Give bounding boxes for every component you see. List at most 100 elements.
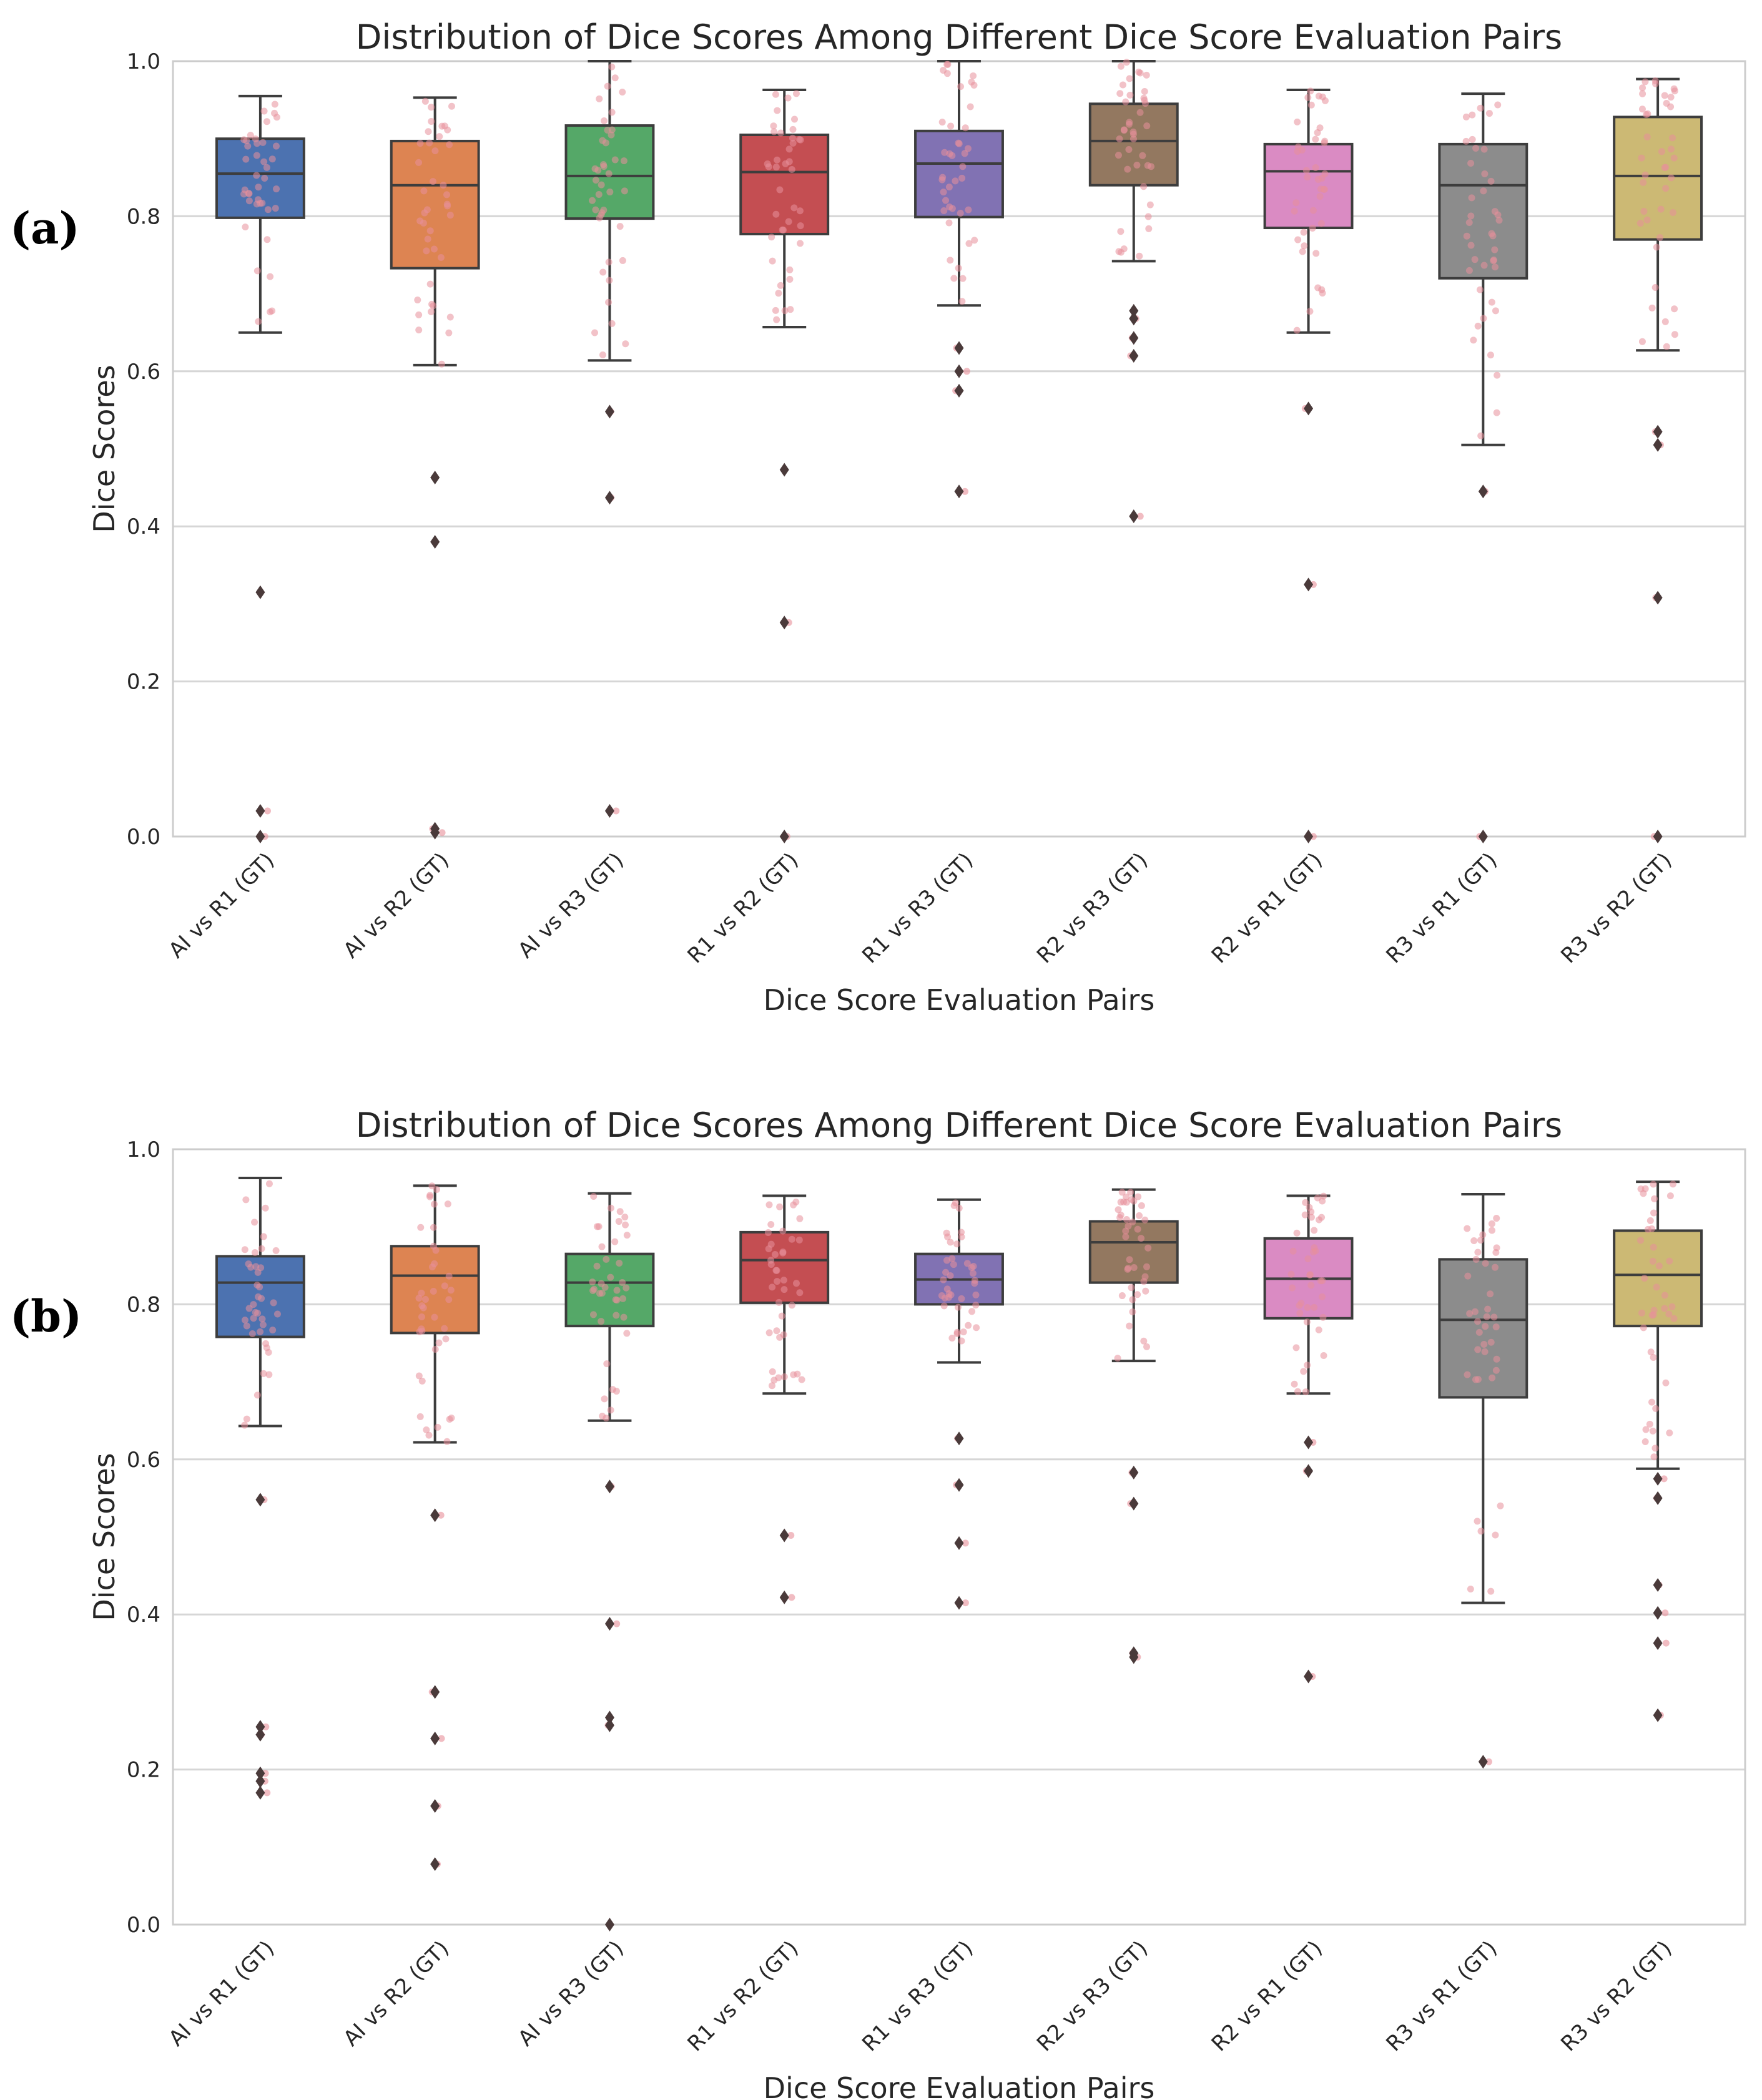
box-iqr [1263,142,1354,230]
jitter-point [958,1337,965,1345]
jitter-point [959,275,967,282]
jitter-point [784,94,792,102]
jitter-point [1296,1302,1303,1309]
jitter-point [243,1415,250,1423]
jitter-point [599,351,606,358]
jitter-points [589,1193,631,1928]
jitter-point [1141,1273,1149,1280]
jitter-point [425,1431,433,1439]
outlier-marker [430,535,440,549]
jitter-point [1126,119,1133,126]
jitter-point [1144,1244,1152,1252]
jitter-point [258,1245,265,1252]
jitter-point [1475,1328,1483,1336]
jitter-point [1291,1380,1298,1388]
outlier-marker [954,364,964,378]
jitter-point [250,1315,257,1322]
jitter-point [1117,228,1125,235]
jitter-point [1129,1308,1136,1316]
jitter-point [954,1303,962,1311]
jitter-point [1140,183,1148,190]
jitter-point [606,277,613,284]
x-tick-label: R3 vs R1 (GT) [1382,1936,1502,2056]
jitter-point [1142,1287,1149,1295]
jitter-point [1472,1255,1480,1263]
box-group-4 [739,1194,830,1604]
jitter-point [613,1620,621,1627]
jitter-point [942,197,950,204]
x-tick-label: R2 vs R1 (GT) [1207,1936,1327,2056]
jitter-points [241,1180,281,1797]
jitter-point [1666,1257,1673,1265]
jitter-points [415,1182,455,1868]
jitter-point [957,83,965,91]
jitter-point [1126,1322,1133,1330]
jitter-point [1318,1293,1326,1300]
jitter-point [776,186,784,194]
jitter-point [1492,1531,1499,1539]
jitter-point [273,114,280,121]
jitter-point [1119,81,1126,89]
outlier-marker [954,484,964,499]
jitter-point [1467,1585,1474,1592]
jitter-point [1143,122,1151,130]
jitter-point [1148,163,1155,170]
jitter-point [620,1313,628,1321]
jitter-point [1662,1639,1670,1647]
y-tick-label: 0.2 [127,670,160,695]
jitter-point [789,125,797,133]
jitter-point [1133,162,1141,169]
jitter-point [619,1295,627,1302]
jitter-point [255,184,262,191]
jitter-point [940,207,948,214]
outlier-marker [604,1718,614,1732]
jitter-point [1462,137,1470,145]
jitter-point [1319,1197,1326,1205]
jitter-point [1470,1237,1478,1244]
jitter-point [946,203,953,210]
jitter-point [1481,1348,1489,1355]
jitter-point [765,1329,773,1337]
jitter-point [242,223,249,231]
outlier-marker [1653,1606,1663,1620]
jitter-point [955,1204,963,1212]
jitter-point [787,1532,795,1539]
jitter-point [598,1290,606,1297]
y-tick-label: 0.0 [127,825,160,850]
panel-label: (b) [10,1290,82,1342]
jitter-point [592,206,599,213]
jitter-point [442,1335,450,1343]
outlier-marker [255,585,265,599]
jitter-point [774,107,781,114]
jitter-point [785,218,792,225]
jitter-point [767,1220,775,1228]
jitter-point [770,128,778,135]
jitter-point [772,91,779,98]
jitter-point [1116,90,1124,97]
outlier-marker [1304,830,1314,843]
jitter-point [615,1218,623,1225]
jitter-point [942,1268,950,1276]
jitter-point [1312,164,1319,171]
jitter-point [1114,1355,1121,1362]
jitter-point [770,122,777,130]
outlier-marker [604,491,614,505]
box-group-6 [1088,59,1179,524]
jitter-point [1662,185,1670,192]
jitter-point [620,157,628,165]
outlier-marker [430,825,440,840]
jitter-point [269,1327,277,1334]
x-tick-label: R2 vs R3 (GT) [1032,1936,1153,2056]
jitter-point [605,258,613,266]
jitter-point [779,1227,787,1235]
jitter-point [619,1278,626,1286]
jitter-point [1487,1587,1495,1595]
jitter-point [1650,1209,1658,1217]
jitter-point [1671,87,1678,95]
jitter-point [241,1421,249,1429]
jitter-point [1492,1263,1499,1271]
jitter-point [1661,1292,1668,1299]
jitter-point [1122,98,1130,105]
jitter-point [241,1246,249,1254]
jitter-point [273,1310,281,1318]
